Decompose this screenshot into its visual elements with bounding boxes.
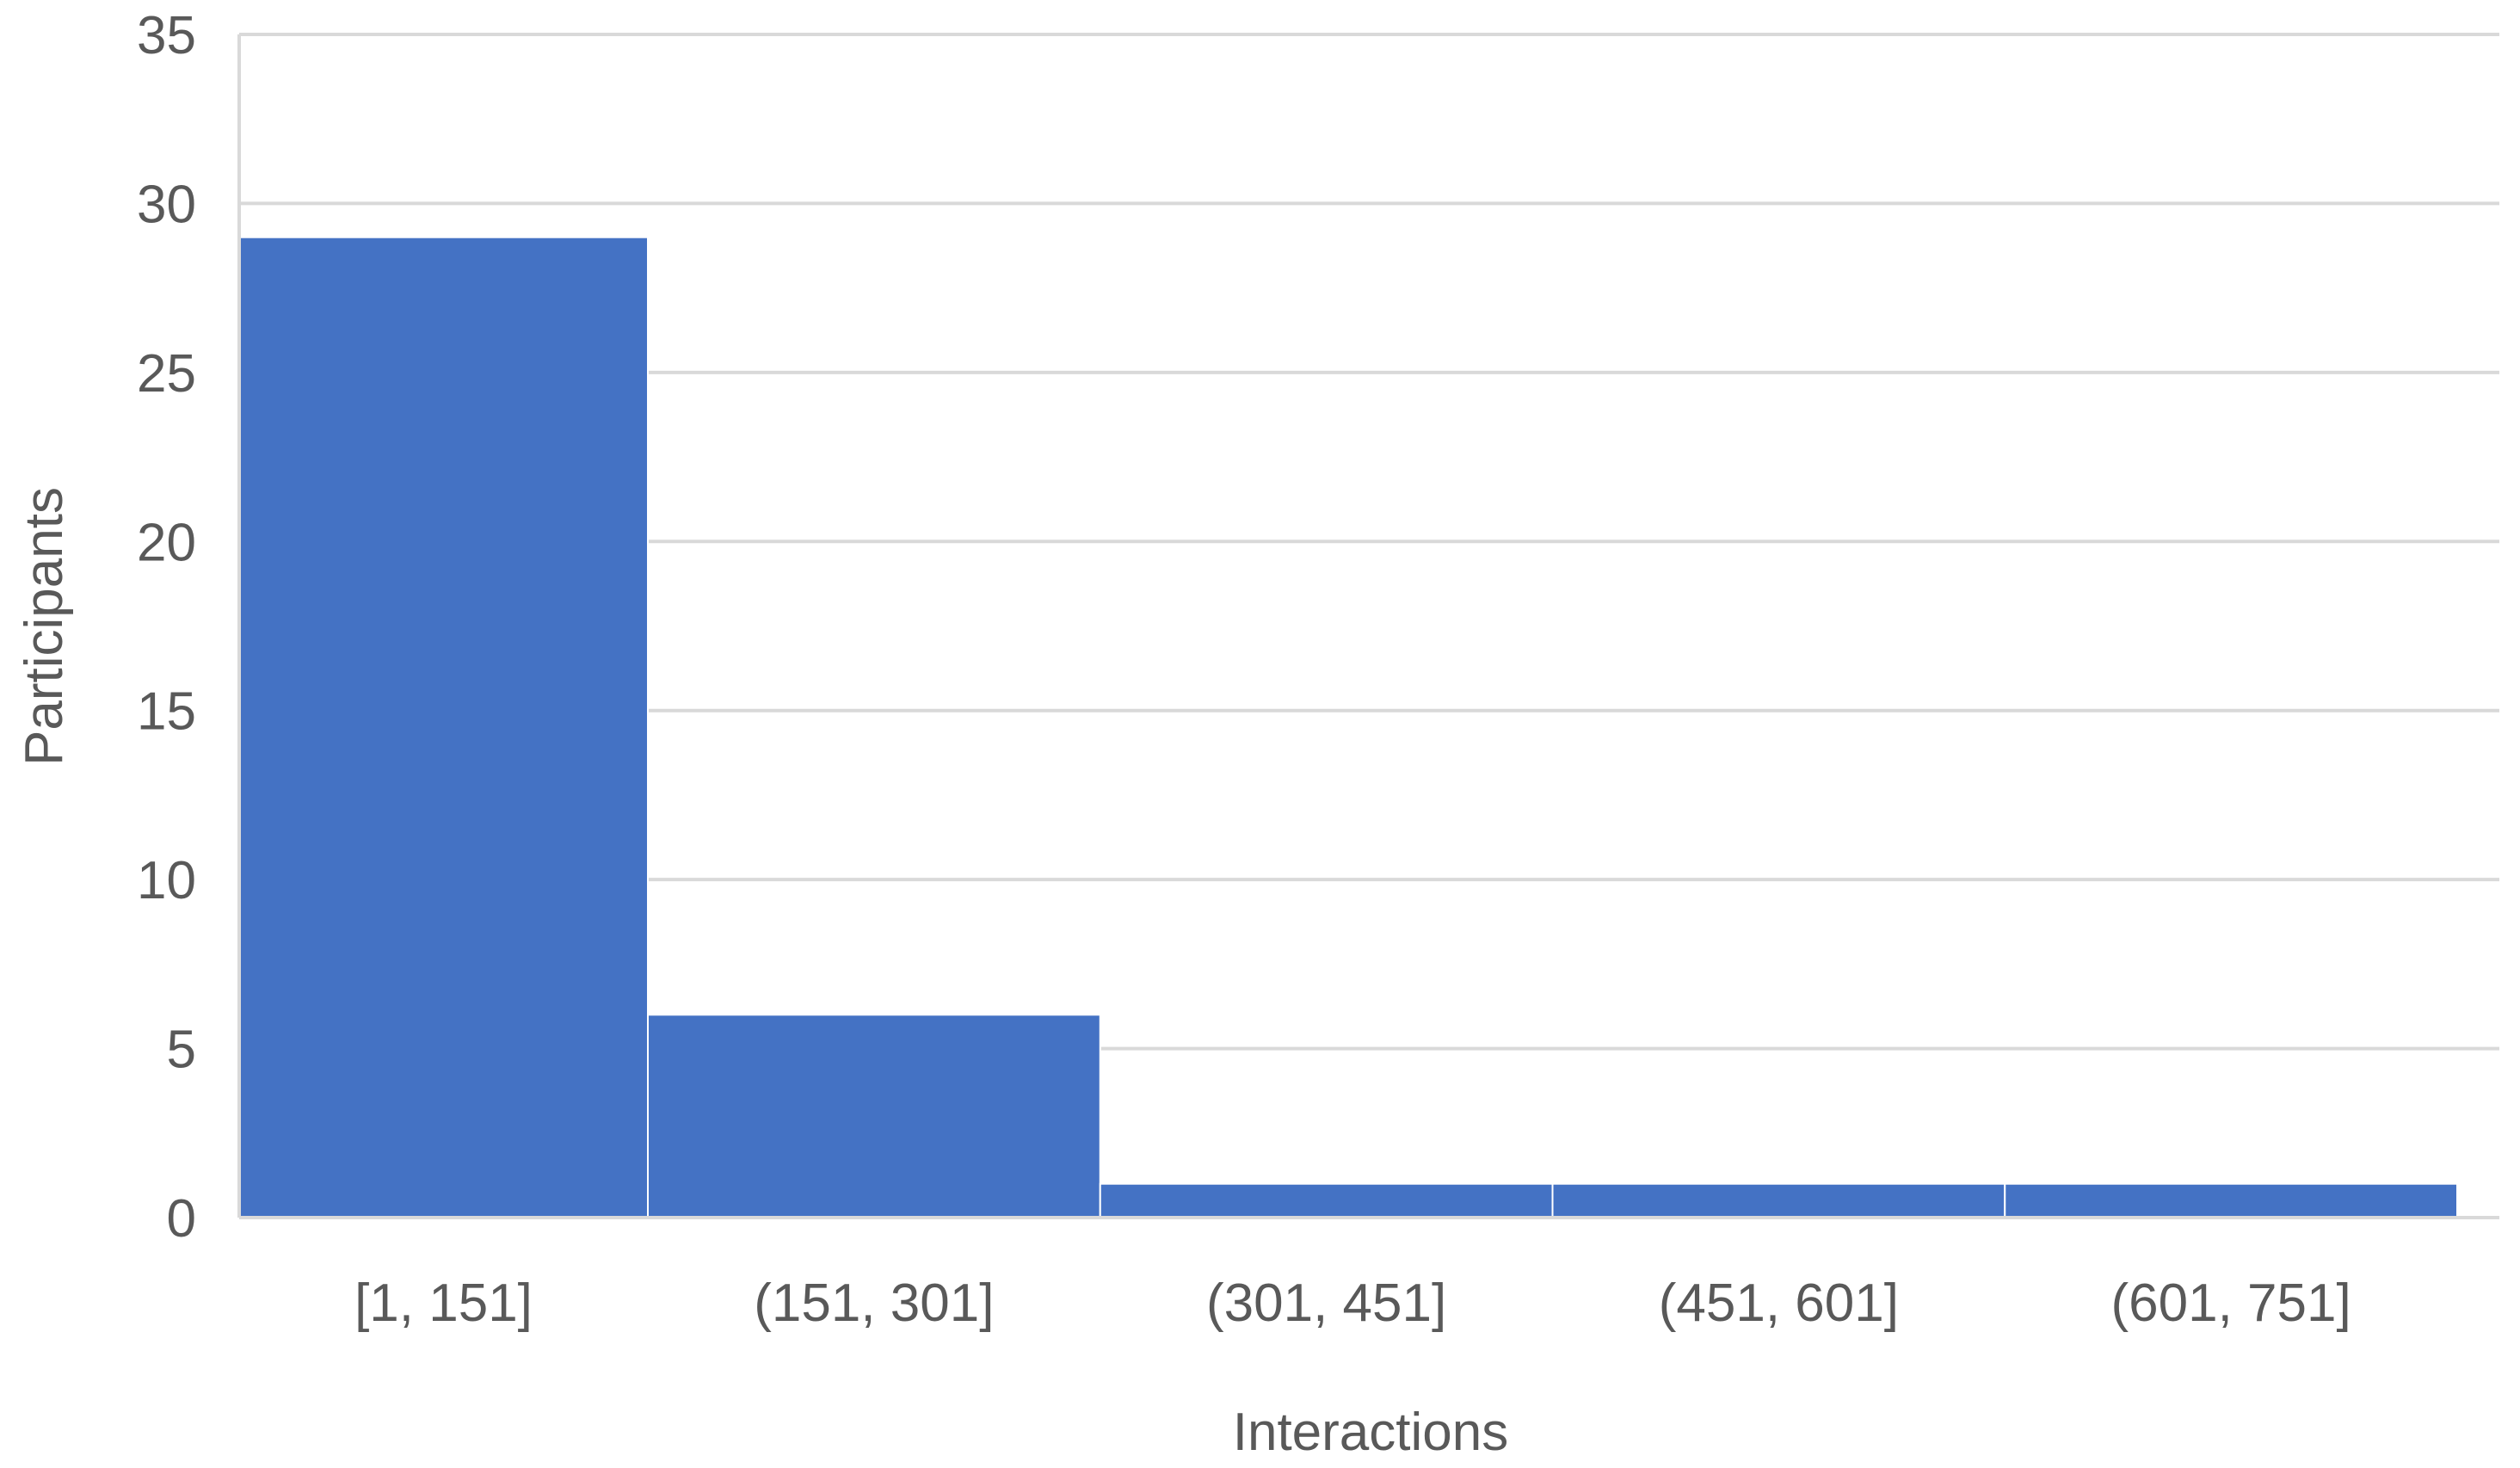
bar-4: [2004, 1182, 2458, 1218]
y-tick-label: 10: [137, 851, 196, 910]
x-tick-label: (301, 451]: [1206, 1274, 1446, 1333]
y-tick-labels: 0 5 10 15 20 25 30 35: [137, 6, 196, 1249]
x-tick-labels: [1, 151] (151, 301] (301, 451] (451, 601] (6…: [354, 1274, 2351, 1333]
bar-3: [1551, 1182, 2006, 1218]
y-tick-label: 25: [137, 344, 196, 404]
y-tick-label: 30: [137, 175, 196, 234]
y-tick-label: 5: [167, 1021, 196, 1080]
x-tick-label: (151, 301]: [754, 1274, 994, 1333]
axes: [237, 34, 2499, 1219]
y-tick-label: 20: [137, 513, 196, 572]
y-tick-label: 0: [167, 1189, 196, 1249]
y-tick-label: 35: [137, 6, 196, 65]
bar-1: [647, 1014, 1101, 1219]
x-axis-title: Interactions: [1233, 1403, 1509, 1462]
bar-2: [1099, 1182, 1554, 1218]
x-tick-label: [1, 151]: [354, 1274, 533, 1333]
bars: [238, 236, 2458, 1219]
bar-0: [238, 236, 649, 1219]
y-axis-title: Participants: [15, 487, 74, 766]
x-tick-label: (601, 751]: [2111, 1274, 2351, 1333]
x-tick-label: (451, 601]: [1659, 1274, 1899, 1333]
y-tick-label: 15: [137, 682, 196, 742]
